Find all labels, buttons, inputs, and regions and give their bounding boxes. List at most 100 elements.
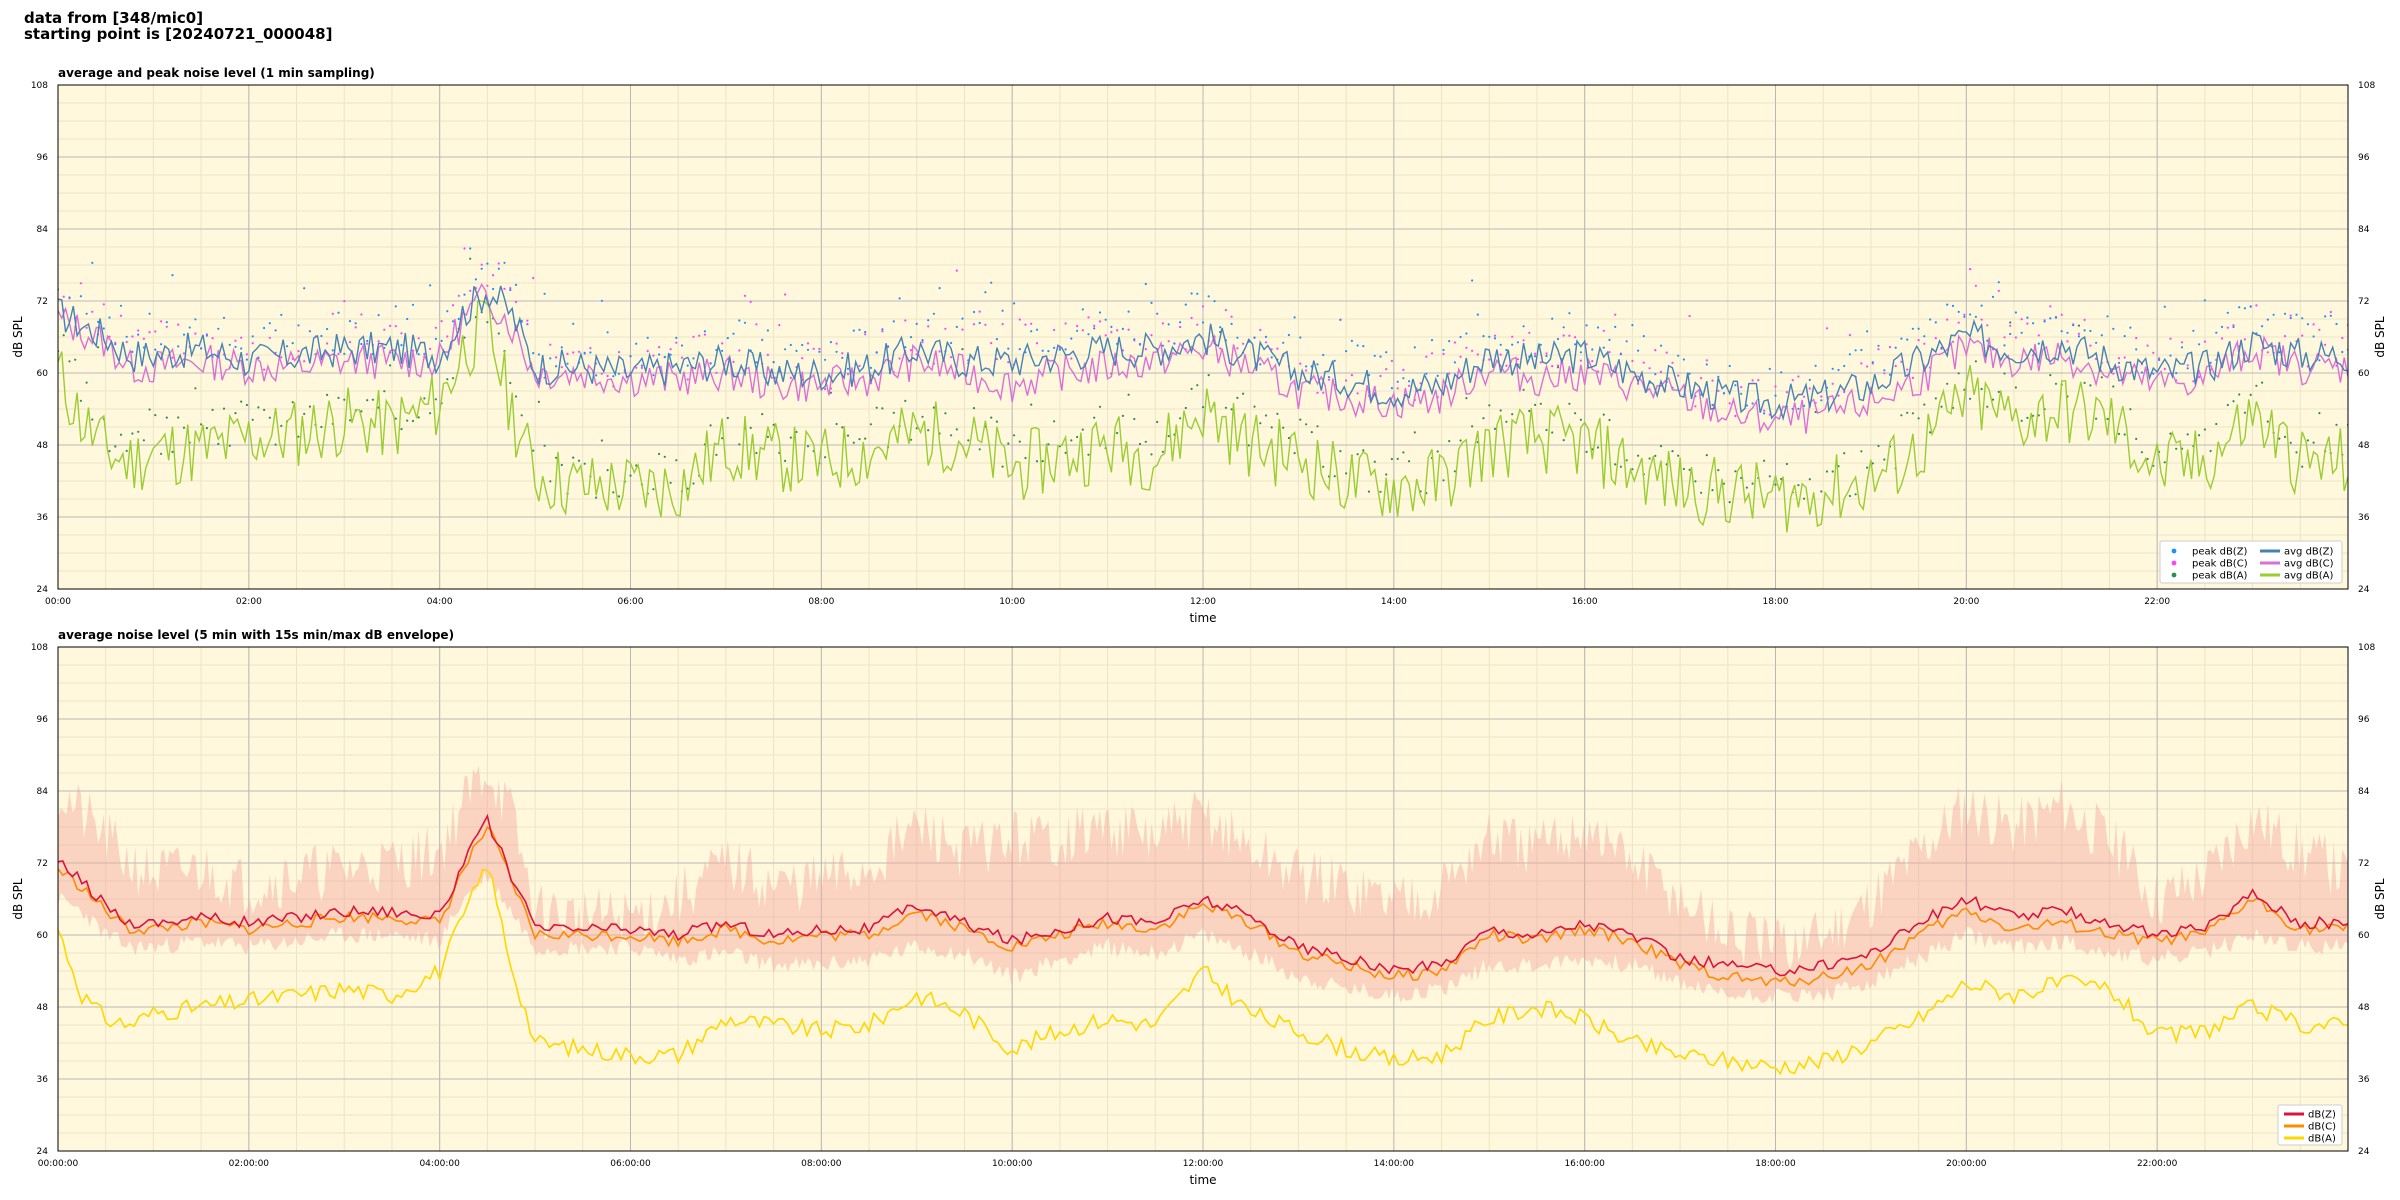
chart-title: average noise level (5 min with 15s min/…	[58, 628, 454, 642]
peak-a-point	[2249, 393, 2252, 396]
peak-z-point	[1442, 348, 1445, 352]
peak-a-point	[263, 408, 266, 411]
peak-a-point	[841, 426, 844, 429]
peak-a-point	[383, 390, 386, 393]
peak-z-point	[1007, 347, 1010, 350]
peak-c-point	[211, 337, 214, 340]
peak-c-point	[1751, 379, 1754, 382]
peak-z-point	[2049, 317, 2052, 320]
peak-c-point	[526, 319, 529, 322]
peak-a-point	[663, 455, 666, 458]
peak-z-point	[1774, 394, 1777, 397]
peak-c-point	[835, 342, 838, 345]
peak-a-point	[1545, 428, 1548, 432]
peak-z-point	[1236, 336, 1239, 339]
header: data from [348/mic0] starting point is […	[24, 10, 332, 42]
peak-a-point	[784, 459, 787, 462]
peak-a-point	[1116, 431, 1119, 435]
peak-c-point	[1631, 359, 1634, 363]
peak-c-point	[1024, 323, 1027, 326]
peak-z-point	[1883, 369, 1886, 372]
peak-a-point	[1568, 402, 1571, 405]
peak-z-point	[1991, 295, 1995, 298]
peak-a-point	[1196, 384, 1199, 387]
peak-c-point	[1717, 389, 1720, 392]
peak-c-point	[984, 323, 987, 326]
x-tick-label: 00:00:00	[38, 1159, 79, 1169]
peak-a-point	[463, 336, 466, 339]
peak-z-point	[1459, 335, 1462, 339]
chart-avg-peak: average and peak noise level (1 min samp…	[11, 66, 2387, 625]
peak-c-point	[1637, 382, 1640, 385]
peak-c-point	[1488, 358, 1491, 361]
peak-z-point	[240, 347, 243, 350]
peak-a-point	[222, 407, 226, 410]
peak-c-point	[1539, 361, 1542, 364]
x-tick-label: 02:00:00	[229, 1159, 270, 1169]
peak-c-point	[1677, 374, 1680, 377]
peak-c-point	[1642, 361, 1645, 364]
x-axis-label: time	[1189, 1173, 1216, 1187]
peak-z-point	[1614, 325, 1617, 328]
peak-z-point	[2180, 346, 2184, 349]
peak-z-point	[1133, 338, 1136, 341]
peak-z-point	[1568, 312, 1571, 315]
peak-a-point	[119, 433, 123, 436]
peak-z-point	[1293, 316, 1296, 319]
peak-c-point	[337, 352, 340, 355]
peak-a-point	[1453, 470, 1456, 473]
peak-a-point	[1625, 459, 1628, 462]
peak-z-point	[1121, 327, 1124, 330]
peak-z-point	[1843, 364, 1846, 368]
peak-c-point	[102, 303, 105, 306]
chart-title: average and peak noise level (1 min samp…	[58, 66, 375, 80]
peak-c-point	[1322, 391, 1325, 394]
peak-a-point	[400, 428, 403, 431]
peak-a-point	[1562, 439, 1565, 442]
peak-z-point	[600, 299, 604, 302]
peak-z-point	[1041, 349, 1044, 352]
peak-z-point	[125, 335, 128, 338]
peak-a-point	[1814, 410, 1817, 414]
peak-a-point	[950, 434, 953, 437]
peak-a-point	[1070, 439, 1073, 442]
peak-a-point	[1843, 452, 1846, 455]
peak-c-point	[1843, 390, 1846, 394]
peak-z-point	[938, 287, 941, 290]
peak-a-point	[509, 381, 512, 385]
peak-z-point	[1430, 339, 1434, 342]
peak-c-point	[572, 351, 575, 354]
peak-z-point	[2060, 330, 2063, 333]
peak-z-point	[1505, 348, 1508, 352]
peak-a-point	[2198, 434, 2201, 437]
peak-a-point	[2232, 400, 2235, 403]
peak-z-point	[909, 336, 913, 339]
x-tick-label: 22:00	[2144, 597, 2170, 607]
peak-c-point	[818, 347, 821, 351]
peak-a-point	[1768, 475, 1771, 478]
peak-c-point	[1591, 360, 1594, 363]
peak-a-point	[2009, 321, 2012, 324]
peak-c-point	[429, 347, 432, 350]
peak-a-point	[1505, 420, 1508, 423]
peak-z-point	[875, 351, 878, 354]
peak-z-point	[1659, 344, 1663, 347]
peak-a-point	[177, 416, 180, 419]
peak-c-point	[1190, 316, 1193, 320]
y-axis-label-left: dB SPL	[11, 316, 25, 358]
peak-c-point	[1997, 289, 2000, 292]
peak-c-point	[1545, 352, 1548, 355]
peak-z-point	[148, 312, 151, 315]
peak-z-point	[640, 364, 644, 367]
peak-a-point	[537, 400, 541, 403]
peak-z-point	[2283, 312, 2287, 315]
peak-c-point	[360, 313, 363, 316]
peak-c-point	[417, 337, 420, 340]
peak-c-point	[1917, 339, 1920, 342]
peak-a-point	[68, 360, 71, 363]
peak-c-point	[354, 326, 357, 329]
peak-z-point	[1356, 344, 1359, 347]
peak-c-point	[1076, 324, 1079, 328]
peak-a-point	[749, 426, 752, 429]
peak-z-point	[755, 361, 758, 364]
